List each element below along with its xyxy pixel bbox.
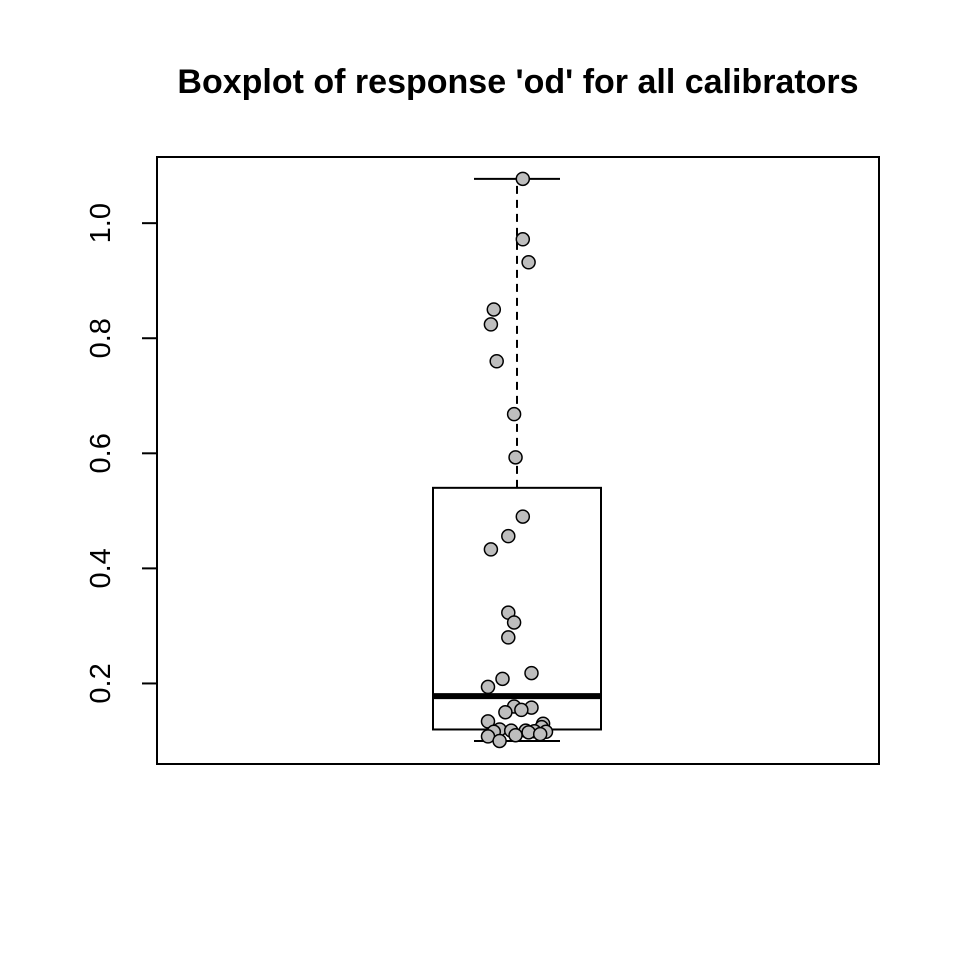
y-tick-label: 0.2	[85, 663, 117, 703]
data-point	[524, 665, 539, 681]
data-point	[483, 542, 499, 557]
data-point	[483, 317, 499, 332]
data-point	[521, 255, 536, 270]
data-point	[495, 671, 510, 687]
y-tick-label: 0.8	[85, 318, 117, 358]
data-point	[532, 726, 548, 742]
data-point	[515, 232, 531, 247]
data-point	[480, 679, 496, 695]
data-point	[515, 509, 531, 524]
data-point	[492, 733, 507, 749]
plot-marks	[432, 171, 602, 749]
data-point	[521, 725, 536, 740]
data-point	[506, 406, 522, 422]
y-tick-label: 0.4	[85, 548, 117, 588]
data-point	[508, 727, 523, 743]
data-point	[501, 528, 516, 544]
data-point	[514, 702, 529, 718]
chart-title: Boxplot of response 'od' for all calibra…	[177, 63, 858, 101]
data-point	[508, 450, 523, 465]
data-point	[498, 704, 513, 720]
y-tick-label: 1.0	[85, 203, 117, 243]
data-point	[506, 615, 522, 630]
y-axis: 0.2 0.4 0.6 0.8 1.0	[85, 203, 158, 704]
data-point	[489, 354, 504, 369]
y-tick-label: 0.6	[85, 433, 117, 473]
data-point	[515, 171, 531, 187]
data-point	[501, 630, 516, 645]
data-point	[486, 302, 502, 317]
